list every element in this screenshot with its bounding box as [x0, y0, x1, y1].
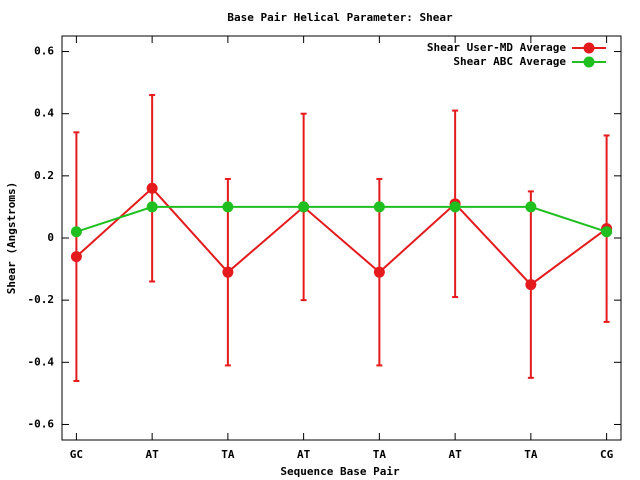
y-axis-label: Shear (Angstroms) — [5, 182, 18, 295]
point — [146, 201, 158, 213]
x-tick-label: GC — [70, 448, 83, 461]
point — [70, 251, 82, 263]
y-tick-label: 0.6 — [34, 45, 54, 58]
x-tick-label: TA — [373, 448, 387, 461]
legend-marker — [583, 42, 595, 54]
x-tick-label: CG — [600, 448, 614, 461]
y-tick-label: -0.4 — [28, 355, 55, 368]
x-tick-label: TA — [524, 448, 538, 461]
x-tick-label: AT — [297, 448, 311, 461]
y-tick-label: -0.6 — [28, 417, 55, 430]
point — [298, 201, 310, 213]
y-tick-label: 0 — [47, 231, 54, 244]
point — [601, 226, 613, 238]
point — [373, 266, 385, 278]
x-tick-label: AT — [146, 448, 160, 461]
y-tick-label: 0.4 — [34, 107, 54, 120]
point — [373, 201, 385, 213]
series-line — [75, 186, 608, 286]
legend-label: Shear ABC Average — [453, 55, 566, 68]
point — [525, 201, 537, 213]
y-tick-label: -0.2 — [28, 293, 55, 306]
point — [146, 182, 158, 194]
point — [525, 279, 537, 291]
chart-title: Base Pair Helical Parameter: Shear — [227, 11, 453, 24]
x-tick-label: TA — [221, 448, 235, 461]
point — [449, 201, 461, 213]
y-tick-label: 0.2 — [34, 169, 54, 182]
x-axis-label: Sequence Base Pair — [280, 465, 400, 478]
point — [222, 266, 234, 278]
x-tick-label: AT — [448, 448, 462, 461]
legend-label: Shear User-MD Average — [427, 41, 566, 54]
legend-marker — [583, 56, 595, 68]
point — [70, 226, 82, 238]
point — [222, 201, 234, 213]
series-line — [76, 205, 607, 233]
